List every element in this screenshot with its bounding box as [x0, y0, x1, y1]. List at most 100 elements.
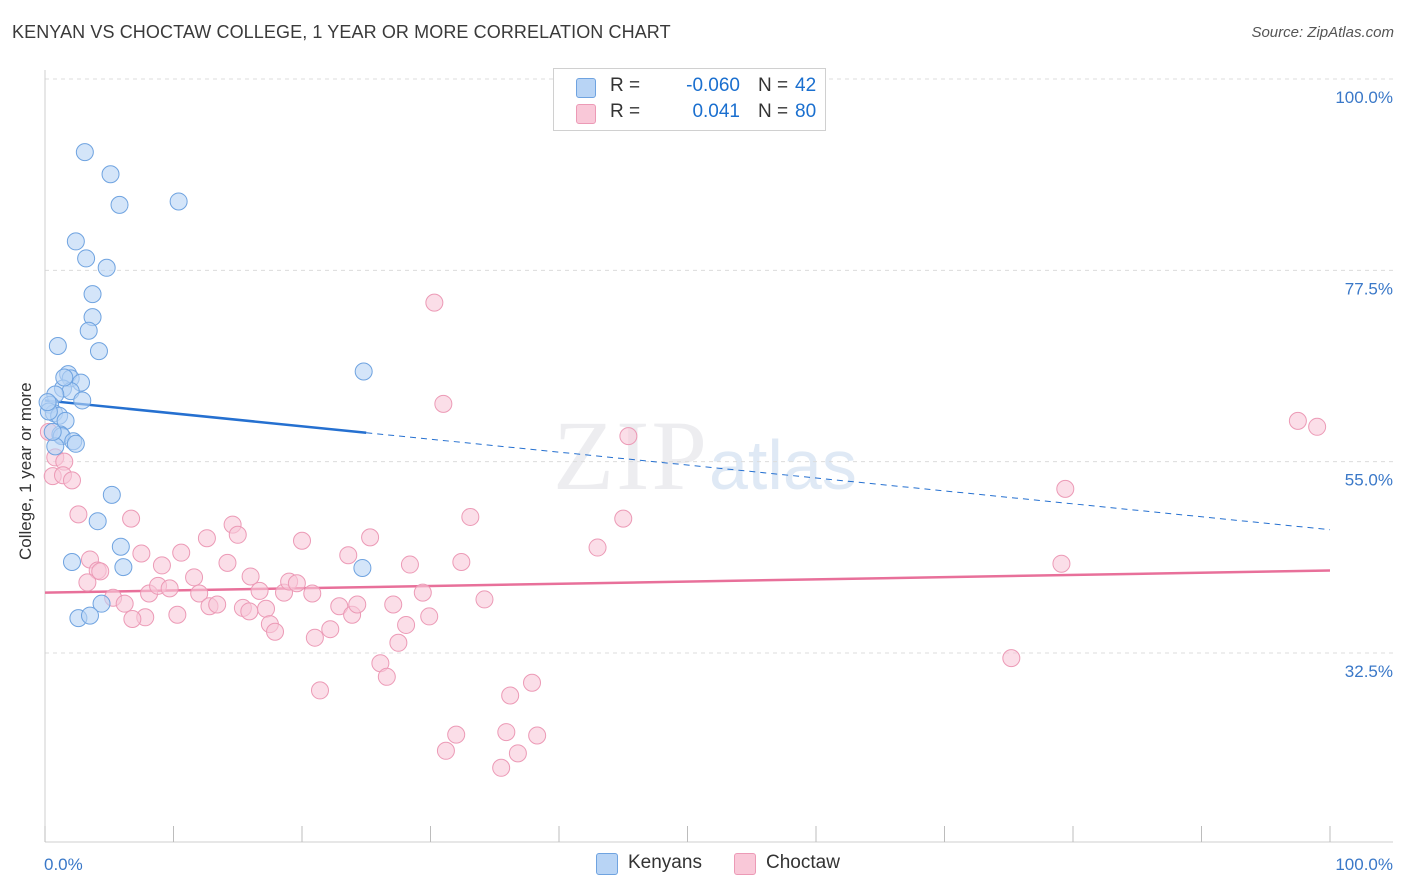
kenyan-point — [101, 165, 120, 184]
choctaw-point — [436, 741, 455, 760]
choctaw-point — [400, 555, 419, 574]
choctaw-point — [434, 394, 453, 413]
choctaw-point — [497, 723, 516, 742]
choctaw-point — [303, 584, 322, 603]
choctaw-point — [305, 628, 324, 647]
choctaw-point — [501, 686, 520, 705]
choctaw-point — [240, 602, 259, 621]
choctaw-point — [241, 567, 260, 586]
trend-lines — [44, 399, 1331, 594]
choctaw-point — [152, 556, 171, 575]
choctaw-point — [1288, 411, 1307, 430]
kenyans-trend-extension — [366, 432, 1331, 531]
choctaw-point — [508, 744, 527, 763]
chart-title: KENYAN VS CHOCTAW COLLEGE, 1 YEAR OR MOR… — [12, 22, 671, 42]
choctaw-point — [1002, 649, 1021, 668]
legend-r-value: 0.041 — [692, 101, 740, 122]
choctaw-point — [420, 607, 439, 626]
kenyan-point — [97, 258, 116, 277]
kenyan-point — [92, 594, 111, 613]
kenyan-point — [83, 285, 102, 304]
choctaw-legend-swatch — [734, 853, 756, 875]
choctaw-point — [62, 471, 81, 490]
kenyan-point — [77, 249, 96, 268]
choctaw-point — [614, 509, 633, 528]
y-tick-label: 77.5% — [1345, 279, 1393, 298]
choctaw-point — [413, 583, 432, 602]
choctaw-point — [115, 594, 134, 613]
x-tick-label-left: 0.0% — [44, 855, 83, 874]
choctaw-point — [528, 726, 547, 745]
choctaw-legend-label: Choctaw — [766, 852, 840, 873]
y-tick-label: 32.5% — [1345, 662, 1393, 681]
legend-r-label: R = — [610, 101, 641, 122]
choctaw-point — [619, 427, 638, 446]
legend-n-value: 42 — [795, 75, 817, 96]
choctaw-point — [384, 595, 403, 614]
legend-r-label: R = — [610, 75, 641, 96]
legend-n-label: N = — [758, 101, 789, 122]
choctaw-point — [361, 528, 380, 547]
kenyan-point — [354, 362, 373, 381]
choctaw-point — [377, 667, 396, 686]
kenyans-legend-swatch — [596, 853, 618, 875]
y-tick-label: 100.0% — [1335, 88, 1393, 107]
choctaw-point — [492, 758, 511, 777]
choctaw-point — [266, 622, 285, 641]
kenyan-point — [66, 232, 85, 251]
watermark-atlas: atlas — [709, 426, 857, 504]
choctaw-point — [425, 293, 444, 312]
choctaw-point — [190, 584, 209, 603]
kenyans-legend-label: Kenyans — [628, 852, 702, 873]
kenyans-trend-line — [44, 399, 367, 434]
tick-labels: 100.0% 77.5% 55.0% 32.5% 0.0% 100.0% — [44, 88, 1393, 874]
kenyan-point — [88, 512, 107, 531]
kenyan-point — [38, 393, 57, 412]
kenyan-point — [55, 368, 74, 387]
choctaw-swatch — [576, 104, 596, 124]
choctaw-point — [293, 531, 311, 550]
choctaw-point — [91, 562, 110, 581]
choctaw-point — [339, 546, 358, 565]
y-tick-label: 55.0% — [1345, 471, 1393, 490]
choctaw-point — [197, 529, 216, 548]
choctaw-point — [122, 509, 141, 528]
kenyan-point — [114, 558, 133, 577]
kenyan-point — [62, 553, 81, 572]
choctaw-point — [160, 579, 179, 598]
choctaw-point — [397, 615, 416, 634]
kenyan-point — [66, 434, 85, 453]
kenyan-point — [111, 537, 130, 556]
kenyans-swatch — [576, 78, 596, 98]
source-credit: Source: ZipAtlas.com — [1251, 24, 1394, 41]
kenyan-point — [102, 485, 121, 504]
choctaw-point — [250, 581, 269, 600]
choctaw-point — [228, 525, 247, 544]
choctaw-point — [1308, 417, 1327, 436]
choctaw-point — [523, 673, 542, 692]
choctaw-point — [447, 725, 466, 744]
choctaw-point — [461, 507, 480, 526]
choctaw-point — [588, 538, 607, 557]
gridlines — [45, 78, 1393, 654]
watermark: ZIPatlas — [553, 398, 857, 513]
x-tick-label-right: 100.0% — [1335, 855, 1393, 874]
watermark-zip: ZIP — [553, 400, 709, 511]
choctaw-point — [218, 553, 237, 572]
choctaw-point — [310, 681, 329, 700]
kenyan-point — [43, 422, 62, 441]
choctaw-point — [257, 599, 276, 618]
choctaw-point — [132, 544, 151, 563]
legend-n-value: 80 — [795, 101, 817, 122]
kenyan-point — [353, 558, 372, 577]
kenyan-point — [80, 606, 99, 625]
choctaw-point — [1052, 554, 1071, 573]
kenyan-point — [169, 192, 188, 211]
choctaw-point — [389, 633, 408, 652]
correlation-legend: R = -0.060 N = 42 R = 0.041 N = 80 — [553, 68, 826, 131]
choctaw-point — [330, 597, 349, 616]
choctaw-point — [1056, 479, 1075, 498]
kenyan-point — [75, 143, 94, 162]
choctaw-point — [208, 595, 227, 614]
